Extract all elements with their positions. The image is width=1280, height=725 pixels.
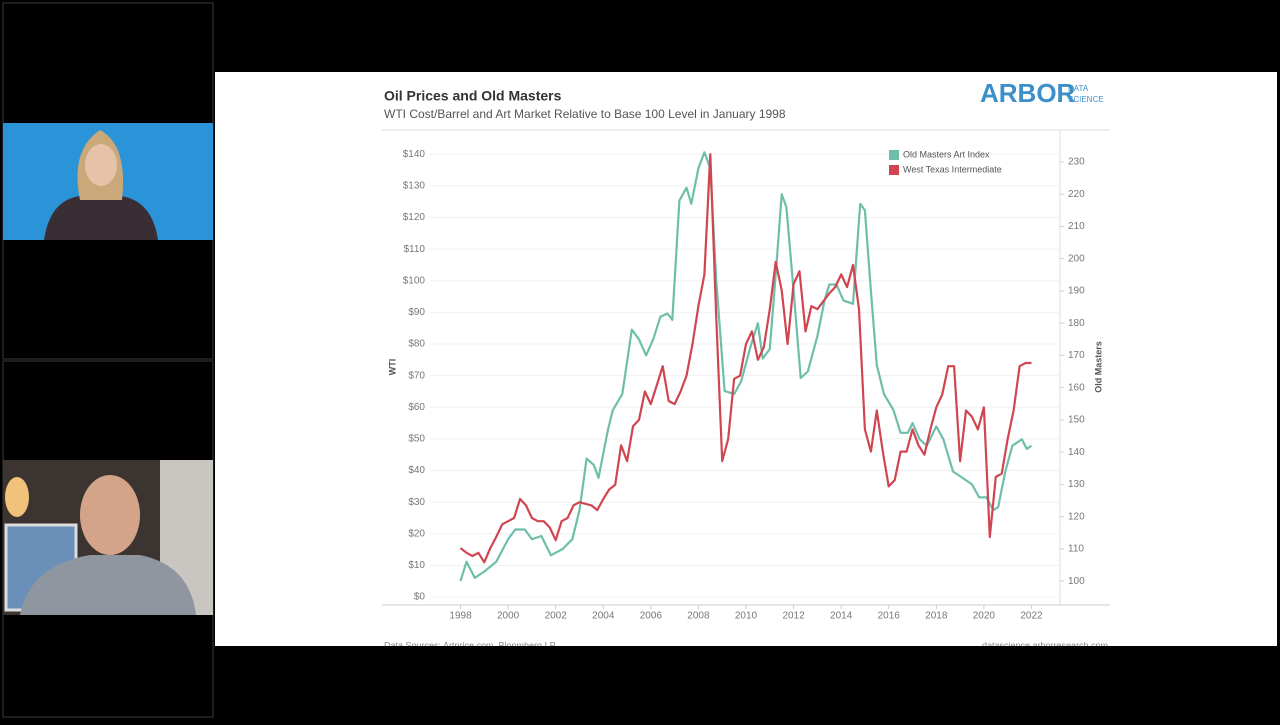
person-face xyxy=(85,144,117,186)
y2-tick-label: 210 xyxy=(1068,221,1085,232)
y-tick-label: $100 xyxy=(403,275,426,286)
legend-swatch xyxy=(889,150,899,160)
y-tick-label: $90 xyxy=(408,307,425,318)
data-line xyxy=(459,151,1033,582)
x-tick-label: 2000 xyxy=(497,611,520,622)
x-tick-label: 2008 xyxy=(687,611,710,622)
y-tick-label: $30 xyxy=(408,497,425,508)
y2-tick-label: 230 xyxy=(1068,157,1085,168)
y-axis-title: WTI xyxy=(387,359,397,376)
y2-tick-label: 130 xyxy=(1068,479,1085,490)
logo-text: DATA xyxy=(1068,84,1089,93)
y-tick-label: $40 xyxy=(408,465,425,476)
chart-title: Oil Prices and Old Masters xyxy=(384,88,562,104)
y-tick-label: $120 xyxy=(403,212,426,223)
legend-swatch xyxy=(889,165,899,175)
y-tick-label: $70 xyxy=(408,370,425,381)
y-tick-label: $60 xyxy=(408,402,425,413)
slide xyxy=(215,72,1277,646)
y-tick-label: $80 xyxy=(408,339,425,350)
x-tick-label: 2022 xyxy=(1020,611,1043,622)
person-face xyxy=(80,475,140,555)
y-tick-label: $0 xyxy=(414,592,426,603)
y2-axis-title: Old Masters xyxy=(1093,341,1103,393)
y-tick-label: $140 xyxy=(403,149,426,160)
logo-text: SCIENCE xyxy=(1068,95,1104,104)
x-tick-label: 2004 xyxy=(592,611,615,622)
y2-tick-label: 200 xyxy=(1068,253,1085,264)
x-tick-label: 2006 xyxy=(640,611,663,622)
y2-tick-label: 160 xyxy=(1068,382,1085,393)
y2-tick-label: 110 xyxy=(1068,544,1084,555)
legend-label: West Texas Intermediate xyxy=(903,164,1002,174)
y-tick-label: $110 xyxy=(403,244,425,255)
x-tick-label: 2020 xyxy=(973,611,996,622)
footer-sources: Data Sources: Artprice.com, Bloomberg LP xyxy=(384,640,556,650)
y2-tick-label: 170 xyxy=(1068,350,1085,361)
x-tick-label: 2018 xyxy=(925,611,948,622)
data-line xyxy=(459,153,1032,564)
y-tick-label: $130 xyxy=(403,181,426,192)
x-tick-label: 2002 xyxy=(545,611,568,622)
y2-tick-label: 150 xyxy=(1068,415,1085,426)
y2-tick-label: 100 xyxy=(1068,576,1085,587)
x-tick-label: 2014 xyxy=(830,611,853,622)
x-tick-label: 2012 xyxy=(782,611,805,622)
y2-tick-label: 120 xyxy=(1068,511,1085,522)
cover xyxy=(215,646,1277,720)
y2-tick-label: 140 xyxy=(1068,447,1085,458)
person-body xyxy=(20,555,196,615)
participant-video[interactable] xyxy=(3,460,213,615)
chart-subtitle: WTI Cost/Barrel and Art Market Relative … xyxy=(384,107,786,121)
y-tick-label: $20 xyxy=(408,528,425,539)
y2-tick-label: 180 xyxy=(1068,318,1085,329)
footer-site: datascience.arborresearch.com xyxy=(982,640,1108,650)
lamp xyxy=(5,477,29,517)
legend-label: Old Masters Art Index xyxy=(903,149,990,159)
x-tick-label: 2016 xyxy=(878,611,901,622)
x-tick-label: 1998 xyxy=(449,611,472,622)
logo-word: ARBOR xyxy=(980,78,1076,108)
y2-tick-label: 220 xyxy=(1068,189,1085,200)
y2-tick-label: 190 xyxy=(1068,286,1085,297)
person-body xyxy=(44,196,158,240)
participant-video[interactable] xyxy=(3,123,213,240)
x-tick-label: 2010 xyxy=(735,611,758,622)
y-tick-label: $10 xyxy=(408,560,425,571)
y-tick-label: $50 xyxy=(408,434,425,445)
